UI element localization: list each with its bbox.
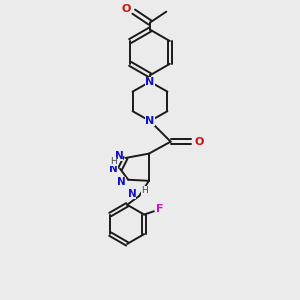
Text: N: N [146, 116, 154, 126]
Text: H: H [110, 157, 117, 166]
Text: N: N [109, 164, 118, 174]
Text: H: H [141, 186, 147, 195]
Text: N: N [146, 77, 154, 87]
Text: O: O [122, 4, 131, 14]
Text: N: N [117, 177, 126, 187]
Text: O: O [194, 137, 204, 147]
Text: N: N [128, 189, 136, 199]
Text: F: F [156, 204, 163, 214]
Text: N: N [115, 151, 123, 161]
